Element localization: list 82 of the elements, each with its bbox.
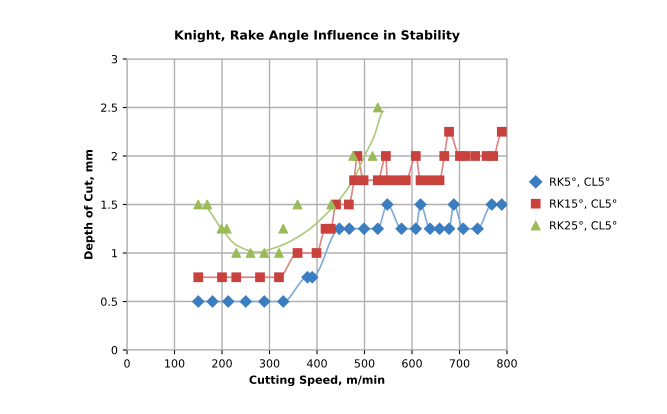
point bbox=[206, 295, 219, 308]
point bbox=[410, 222, 422, 235]
x-tick-label: 200 bbox=[212, 359, 232, 368]
x-tick-label: 800 bbox=[497, 359, 517, 368]
point bbox=[381, 198, 394, 211]
point bbox=[392, 175, 402, 186]
x-tick-label: 300 bbox=[260, 359, 280, 368]
point bbox=[372, 102, 383, 112]
point bbox=[231, 272, 242, 282]
point bbox=[222, 295, 234, 308]
point bbox=[231, 248, 242, 258]
point bbox=[240, 295, 252, 308]
point bbox=[217, 272, 227, 282]
point bbox=[496, 198, 507, 211]
legend-label: RK25°, CL5° bbox=[550, 221, 616, 231]
point bbox=[488, 151, 498, 161]
point bbox=[277, 295, 290, 308]
point bbox=[381, 151, 391, 161]
x-tick-label: 100 bbox=[165, 359, 184, 368]
chart-title: Knight, Rake Angle Influence in Stability bbox=[175, 30, 460, 42]
point bbox=[448, 198, 460, 211]
point bbox=[343, 222, 356, 235]
point bbox=[278, 224, 288, 234]
point bbox=[326, 224, 336, 234]
point bbox=[414, 198, 427, 211]
y-tick-label: 1 bbox=[112, 249, 117, 258]
point bbox=[372, 175, 383, 186]
point bbox=[442, 222, 456, 235]
x-tick-label: 500 bbox=[354, 359, 374, 368]
point bbox=[486, 198, 498, 211]
point bbox=[439, 151, 450, 161]
point bbox=[312, 248, 322, 258]
x-tick-label: 600 bbox=[402, 359, 422, 368]
point bbox=[326, 200, 336, 210]
point bbox=[424, 222, 436, 235]
point bbox=[471, 222, 484, 235]
point bbox=[400, 175, 411, 186]
point bbox=[246, 248, 256, 258]
y-axis-title: Depth of Cut, mm bbox=[84, 150, 95, 259]
point bbox=[274, 272, 284, 282]
point bbox=[274, 248, 284, 258]
point bbox=[368, 151, 378, 161]
x-tick-label: 400 bbox=[306, 359, 327, 368]
point bbox=[259, 248, 270, 258]
point bbox=[395, 222, 408, 235]
point bbox=[457, 222, 470, 235]
point bbox=[372, 222, 384, 235]
point bbox=[410, 151, 421, 161]
y-tick-label: 2.5 bbox=[101, 103, 117, 112]
x-axis-title: Cutting Speed, m/min bbox=[249, 375, 384, 386]
point bbox=[292, 248, 302, 258]
point bbox=[292, 200, 302, 210]
point bbox=[460, 151, 470, 161]
point bbox=[358, 222, 370, 235]
point bbox=[222, 224, 232, 234]
point bbox=[344, 200, 354, 210]
y-tick-label: 3 bbox=[112, 54, 118, 64]
point bbox=[349, 175, 359, 186]
point bbox=[434, 175, 444, 186]
point bbox=[348, 151, 358, 161]
point bbox=[255, 272, 265, 282]
y-tick-label: 2 bbox=[112, 152, 117, 160]
x-tick-label: 0 bbox=[124, 359, 130, 368]
point bbox=[258, 295, 270, 308]
point bbox=[416, 175, 426, 186]
point bbox=[192, 295, 204, 308]
point bbox=[470, 151, 480, 161]
point bbox=[202, 200, 212, 210]
y-tick-label: 0 bbox=[112, 346, 118, 354]
y-tick-label: 1.5 bbox=[102, 200, 117, 209]
legend-label: RK5°, CL5° bbox=[550, 177, 610, 187]
point bbox=[496, 126, 507, 137]
y-tick-label: 0.5 bbox=[101, 297, 117, 306]
legend-label: RK15°, CL5° bbox=[550, 199, 616, 209]
point bbox=[444, 126, 454, 137]
point bbox=[358, 175, 368, 186]
point bbox=[193, 272, 204, 282]
x-tick-label: 700 bbox=[450, 359, 470, 368]
point bbox=[425, 175, 435, 186]
point bbox=[433, 222, 446, 235]
point bbox=[382, 175, 392, 186]
point bbox=[193, 200, 204, 210]
